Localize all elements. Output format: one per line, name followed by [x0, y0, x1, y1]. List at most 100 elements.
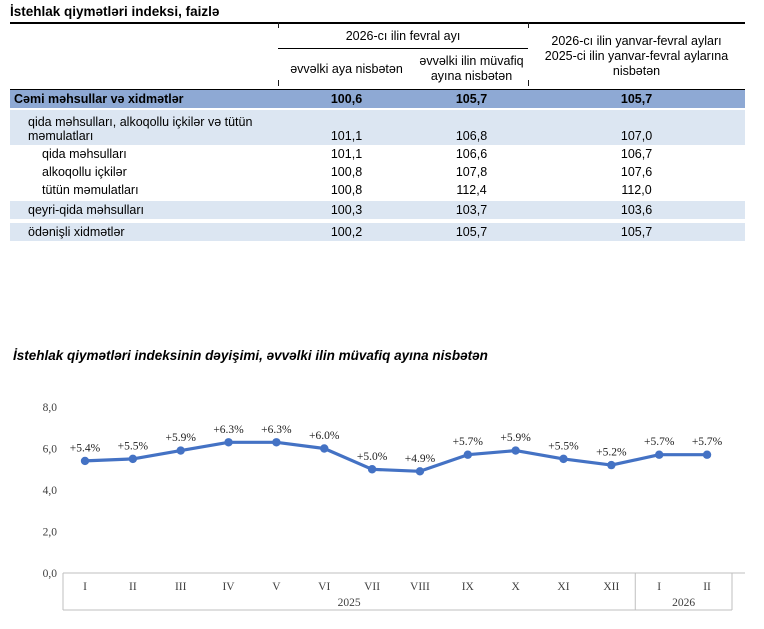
- data-point: [320, 444, 329, 453]
- data-point: [367, 465, 377, 474]
- row-label: alkoqollu içkilər: [10, 163, 278, 181]
- row-label: qeyri-qida məhsulları: [10, 199, 278, 221]
- point-label: +5.2%: [596, 447, 627, 459]
- month-tick-label: I: [83, 581, 87, 593]
- row-label: tütün məmulatları: [10, 181, 278, 200]
- month-tick-label: IX: [462, 581, 475, 593]
- header-cumulative-line2: 2025-ci ilin yanvar-fevral aylarına nisb…: [544, 49, 729, 78]
- corner-cell: [10, 23, 278, 90]
- data-point: [176, 446, 185, 455]
- month-tick-label: VII: [364, 581, 380, 593]
- table-row: qida məhsulları, alkoqollu içkilər və tü…: [10, 108, 746, 145]
- data-point: [128, 454, 138, 464]
- point-label: +5.7%: [644, 436, 675, 448]
- row-value: 107,8: [415, 163, 529, 181]
- chart-title: İstehlak qiymətləri indeksinin dəyişimi,…: [13, 348, 488, 363]
- month-tick-label: II: [703, 581, 711, 593]
- row-value: 112,0: [528, 181, 746, 200]
- row-value: 106,6: [415, 145, 529, 163]
- cpi-table: 2026-cı ilin fevral ayı 2026-cı ilin yan…: [10, 22, 746, 241]
- row-value: 100,2: [278, 219, 415, 241]
- data-point: [559, 454, 568, 464]
- row-label: Cəmi məhsullar və xidmətlər: [10, 89, 278, 109]
- cpi-table-header: 2026-cı ilin fevral ayı 2026-cı ilin yan…: [10, 23, 745, 90]
- data-point: [607, 460, 616, 470]
- row-label: ödənişli xidmətlər: [10, 219, 278, 241]
- month-tick-label: III: [175, 581, 187, 593]
- point-label: +5.9%: [165, 432, 196, 444]
- row-value: 105,7: [528, 89, 746, 109]
- point-label: +5.5%: [118, 440, 149, 452]
- point-label: +5.0%: [357, 451, 388, 463]
- cpi-table-body: Cəmi məhsullar və xidmətlər 100,6 105,7 105…: [10, 89, 746, 241]
- row-value: 105,7: [415, 219, 529, 241]
- month-tick-label: I: [657, 581, 661, 593]
- data-point: [272, 438, 281, 447]
- row-value: 107,0: [528, 108, 746, 145]
- row-value: 100,3: [278, 199, 415, 221]
- y-axis-tick-label: 0,0: [43, 568, 58, 580]
- y-axis-tick-label: 8,0: [43, 402, 58, 414]
- row-label: qida məhsulları, alkoqollu içkilər və tü…: [10, 108, 278, 145]
- category-box: [62, 573, 733, 611]
- month-tick-label: V: [272, 581, 281, 593]
- data-point: [224, 438, 233, 447]
- row-value: 101,1: [278, 145, 415, 163]
- data-point: [80, 456, 90, 466]
- cpi-series-line: [83, 440, 709, 473]
- data-point: [655, 450, 664, 459]
- table-row: Cəmi məhsullar və xidmətlər 100,6 105,7 105…: [10, 89, 746, 109]
- table-row: alkoqollu içkilər 100,8 107,8 107,6: [10, 163, 746, 181]
- row-value: 100,8: [278, 181, 415, 200]
- table-row: qeyri-qida məhsulları 100,3 103,7 103,6: [10, 199, 746, 221]
- row-value: 103,6: [528, 199, 746, 221]
- data-point: [511, 446, 520, 455]
- point-label: +6.3%: [213, 424, 244, 436]
- point-label: +5.7%: [692, 436, 723, 448]
- table-row: tütün məmulatları 100,8 112,4 112,0: [10, 181, 746, 200]
- header-vs-prev-month: əvvəlki aya nisbətən: [290, 61, 403, 76]
- month-tick-label: VIII: [410, 581, 430, 593]
- header-vs-same-month-prev-year: əvvəlki ilin müvafiq ayına nisbətən: [419, 54, 524, 83]
- data-point: [463, 450, 472, 459]
- row-value: 106,8: [415, 108, 529, 145]
- row-value: 103,7: [415, 199, 529, 221]
- header-group-february: 2026-cı ilin fevral ayı: [278, 23, 529, 49]
- month-tick-label: II: [129, 581, 137, 593]
- cpi-chart: 8,06,04,02,00,0I II III IV V VI VII VIII IX X XI XI…: [43, 402, 745, 611]
- header-cumulative-line1: 2026-cı ilin yanvar-fevral ayları: [551, 34, 722, 49]
- point-label: +5.9%: [500, 432, 531, 444]
- row-value: 107,6: [528, 163, 746, 181]
- data-point: [415, 467, 425, 476]
- row-value: 101,1: [278, 108, 415, 145]
- table-row: ödənişli xidmətlər 100,2 105,7 105,7: [10, 219, 746, 241]
- year-label: 2025: [338, 597, 361, 609]
- point-label: +6.3%: [261, 424, 292, 436]
- y-axis-tick-label: 4,0: [43, 485, 58, 497]
- point-label: +6.0%: [309, 430, 340, 442]
- point-label: +5.5%: [548, 440, 579, 452]
- data-point: [702, 450, 712, 459]
- table-row: qida məhsulları 101,1 106,6 106,7: [10, 145, 746, 163]
- column-divider-tick: [278, 22, 279, 28]
- column-divider-tick: [528, 80, 529, 86]
- row-value: 106,7: [528, 145, 746, 163]
- row-value: 112,4: [415, 181, 529, 200]
- month-tick-label: XI: [557, 581, 569, 593]
- month-tick-label: X: [511, 581, 520, 593]
- row-value: 105,7: [415, 89, 529, 109]
- column-divider-tick: [278, 80, 279, 86]
- year-label: 2026: [672, 597, 695, 609]
- point-label: +5.4%: [70, 442, 101, 454]
- row-value: 100,8: [278, 163, 415, 181]
- month-tick-label: IV: [222, 581, 235, 593]
- point-label: +5.7%: [453, 436, 484, 448]
- point-label: +4.9%: [405, 453, 436, 465]
- y-axis-tick-label: 6,0: [43, 444, 58, 456]
- column-divider-tick: [528, 22, 529, 28]
- header-cumulative: 2026-cı ilin yanvar-fevral ayları 2025-c…: [528, 23, 745, 90]
- month-tick-label: VI: [318, 581, 330, 593]
- row-label: qida məhsulları: [10, 145, 278, 163]
- row-value: 105,7: [528, 219, 746, 241]
